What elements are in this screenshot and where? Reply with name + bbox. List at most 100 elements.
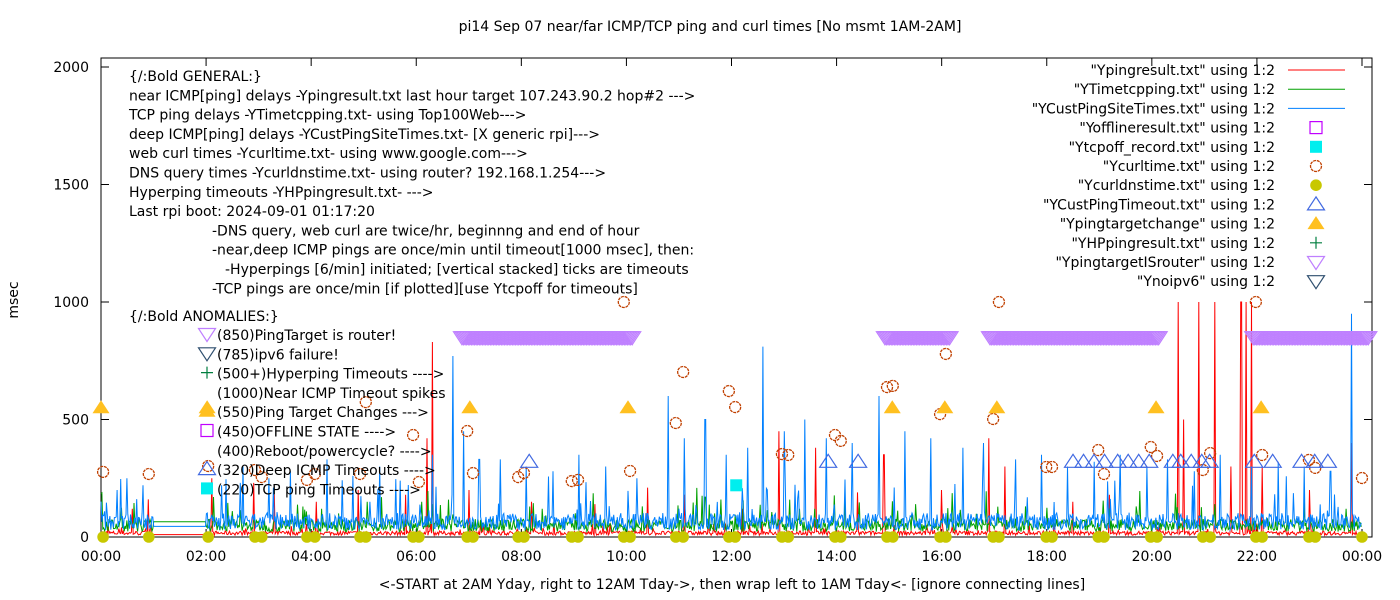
data-point-5 [406, 428, 420, 442]
data-point-5 [1097, 467, 1111, 481]
annotation-general-line: -near,deep ICMP pings are once/min until… [212, 243, 694, 259]
legend-label: "YHPpingresult.txt" using 1:2 [1071, 236, 1275, 252]
legend-label: "Ypingresult.txt" using 1:2 [1090, 63, 1275, 79]
annotation-general-line: TCP ping delays -YTimetcpping.txt- using… [128, 108, 526, 124]
anomaly-marker-7 [197, 460, 217, 476]
data-point-7 [1171, 453, 1191, 468]
data-point-7 [1094, 453, 1115, 468]
data-point-7 [848, 453, 868, 468]
x-tick-label: 00:00 [1342, 549, 1382, 565]
data-point-6 [360, 531, 372, 543]
data-point-5 [512, 470, 525, 484]
data-point-5 [992, 295, 1006, 309]
annotation-anomaly-item: (550)Ping Target Changes ---> [217, 405, 429, 421]
x-tick-label: 20:00 [1132, 549, 1172, 565]
data-point-5 [202, 459, 215, 473]
annotation-anomaly-item: (850)PingTarget is router! [217, 328, 396, 344]
anomaly-marker-8 [201, 482, 213, 495]
anomaly-marker-1 [197, 347, 217, 362]
y-tick-label: 1500 [53, 178, 89, 194]
data-point-6 [1309, 531, 1322, 543]
data-point-7 [519, 453, 539, 468]
data-point-6 [729, 531, 741, 543]
data-point-6 [993, 531, 1005, 543]
legend-swatch-marker [1306, 195, 1326, 211]
data-point-6 [887, 531, 899, 543]
annotation-general-line: web curl times -Ycurltime.txt- using www… [129, 146, 528, 162]
annotation-anomaly-item: (400)Reboot/powercycle? ----> [217, 444, 432, 460]
data-point-7 [1200, 453, 1220, 468]
data-point-5 [669, 416, 682, 430]
x-tick-label: 16:00 [921, 549, 961, 565]
y-tick-label: 500 [62, 413, 89, 429]
router-marker [939, 331, 960, 346]
annotation-anomaly-item: (220)TCP ping Timeouts ----> [217, 482, 421, 498]
data-point-5 [677, 365, 690, 379]
data-point-6 [255, 531, 268, 543]
data-point-8 [1252, 400, 1270, 414]
legend-label: "YTimetcpping.txt" using 1:2 [1074, 82, 1275, 98]
router-marker [622, 331, 642, 346]
data-point-7 [1063, 453, 1083, 468]
legend-label: "YCustPingTimeout.txt" using 1:2 [1043, 197, 1275, 213]
legend-label: "Ynoipv6" using 1:2 [1137, 274, 1275, 290]
data-point-7 [1305, 453, 1325, 468]
x-tick-label: 18:00 [1027, 549, 1067, 565]
data-point-6 [1356, 531, 1368, 543]
data-point-5 [880, 380, 894, 394]
chart-title: pi14 Sep 07 near/far ICMP/TCP ping and c… [459, 19, 962, 35]
data-point-7 [1129, 453, 1149, 468]
x-tick-label: 06:00 [396, 549, 436, 565]
annotation-anomalies-title: {/:Bold ANOMALIES:} [129, 309, 279, 325]
annotation-general-line: -TCP pings are once/min [if plotted][use… [212, 281, 638, 297]
legend-label: "Ypingtargetchange" using 1:2 [1060, 217, 1275, 233]
data-point-5 [300, 473, 314, 487]
data-point-6 [782, 531, 795, 543]
data-point-5 [248, 463, 262, 477]
y-tick-label: 0 [80, 530, 89, 546]
data-point-5 [466, 466, 480, 480]
data-point-5 [886, 379, 899, 393]
data-point-5 [623, 464, 637, 478]
legend-swatch-marker [1309, 159, 1323, 173]
data-point-5 [1040, 460, 1053, 474]
data-point-6 [624, 531, 636, 543]
legend-label: "Ycurldnstime.txt" using 1:2 [1078, 178, 1275, 194]
data-point-6 [1046, 531, 1058, 543]
data-point-6 [143, 531, 155, 543]
data-point-5 [828, 428, 842, 442]
data-point-5 [565, 474, 578, 488]
data-point-7 [1181, 453, 1201, 468]
data-point-5 [1144, 440, 1157, 454]
x-tick-label: 12:00 [711, 549, 751, 565]
plot-area: 0 500 1000 1500 2000 00:00 02:00 04:00 06:00 08:0… [53, 57, 1382, 565]
annotation-general-line: -DNS query, web curl are twice/hr, begin… [212, 223, 640, 239]
data-point-6 [1256, 531, 1268, 543]
annotation-anomaly-item: (785)ipv6 failure! [217, 347, 339, 363]
data-point-5 [834, 434, 847, 448]
data-point-8 [1147, 400, 1165, 414]
data-point-5 [461, 424, 474, 438]
data-point-5 [775, 447, 789, 461]
data-point-5 [722, 384, 736, 398]
legend-swatch-marker [1310, 179, 1322, 191]
data-point-5 [939, 347, 953, 361]
x-tick-label: 04:00 [291, 549, 331, 565]
data-point-5 [359, 395, 372, 409]
data-point-7 [1139, 453, 1159, 468]
data-point-5 [412, 475, 426, 489]
annotation-anomaly-item: (500+)Hyperping Timeouts ----> [217, 367, 444, 383]
data-point-5 [1092, 443, 1105, 457]
series-line-2 [100, 313, 1362, 532]
anomaly-marker-2 [201, 366, 213, 379]
data-point-7 [1118, 453, 1138, 468]
data-point-4 [730, 479, 743, 492]
data-point-5 [255, 470, 268, 484]
data-point-5 [142, 467, 155, 481]
data-point-5 [782, 448, 795, 462]
annotation-anomaly-item: (450)OFFLINE STATE ----> [217, 425, 396, 441]
data-point-5 [1045, 460, 1059, 474]
data-point-6 [834, 531, 847, 543]
legend-label: "Ycurltime.txt" using 1:2 [1103, 159, 1275, 175]
